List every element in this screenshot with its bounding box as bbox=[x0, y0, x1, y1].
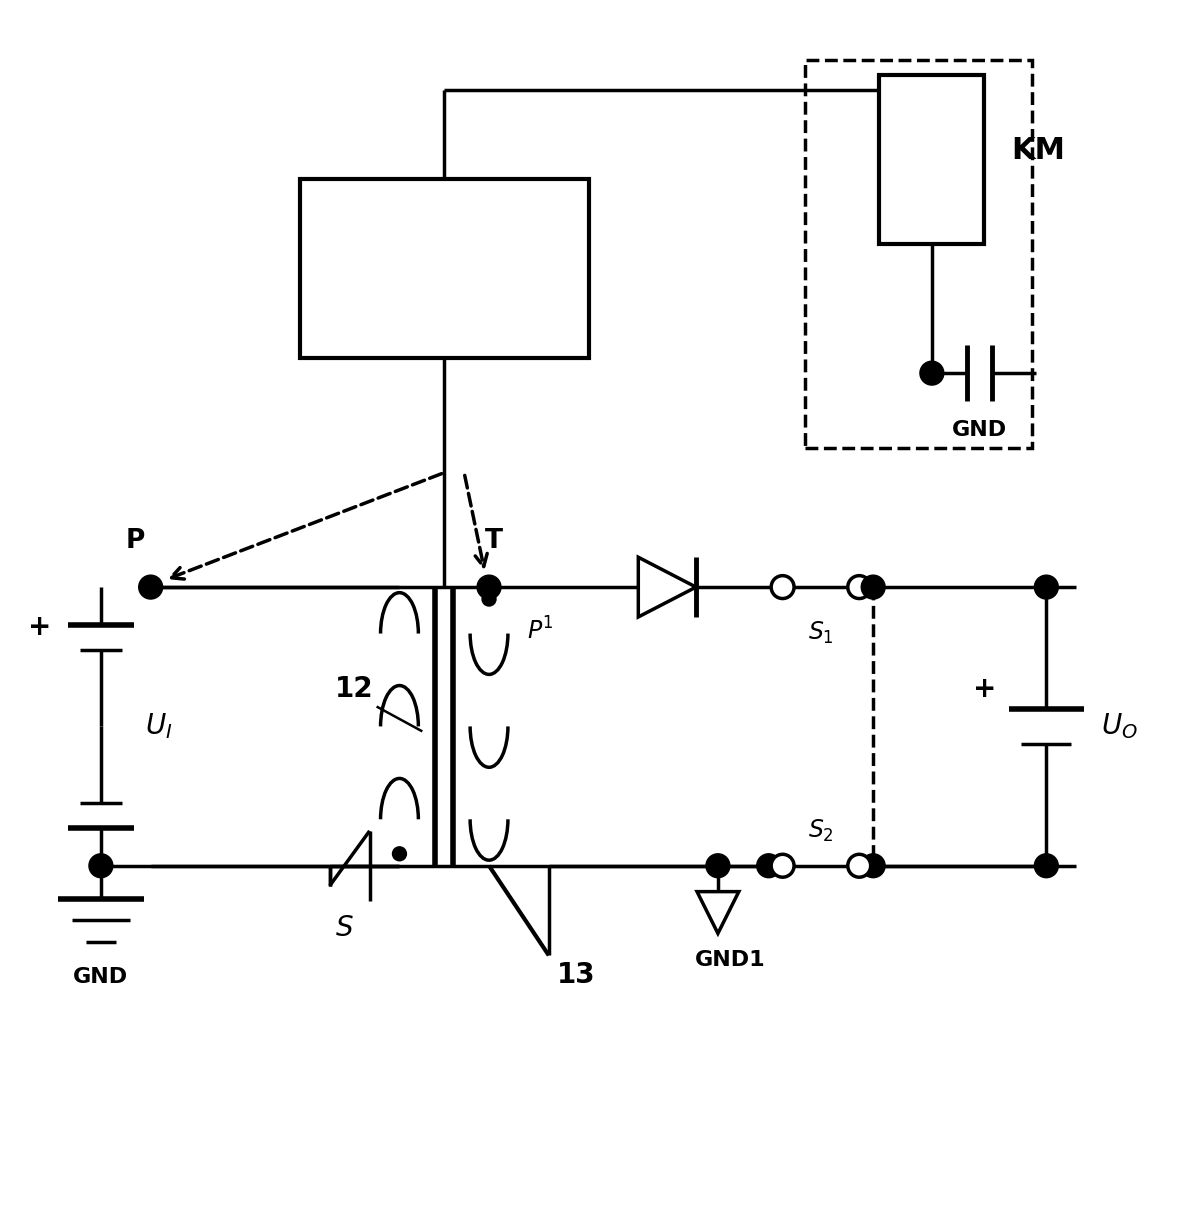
Circle shape bbox=[920, 362, 943, 385]
Circle shape bbox=[139, 575, 163, 599]
Text: $S_2$: $S_2$ bbox=[808, 818, 834, 844]
Text: 稳压电路: 稳压电路 bbox=[413, 228, 476, 255]
Text: +: + bbox=[28, 613, 51, 641]
Text: +: + bbox=[973, 675, 996, 703]
Circle shape bbox=[861, 853, 885, 878]
Text: $S$: $S$ bbox=[335, 913, 354, 942]
Text: KM: KM bbox=[1011, 136, 1065, 165]
Circle shape bbox=[757, 853, 780, 878]
Text: GND1: GND1 bbox=[694, 951, 765, 970]
Text: 13: 13 bbox=[558, 961, 596, 989]
Text: 12: 12 bbox=[335, 675, 373, 703]
Circle shape bbox=[482, 592, 496, 606]
Circle shape bbox=[847, 575, 870, 599]
Circle shape bbox=[847, 855, 870, 878]
FancyBboxPatch shape bbox=[879, 74, 984, 244]
Circle shape bbox=[1034, 575, 1058, 599]
FancyBboxPatch shape bbox=[300, 180, 589, 358]
Text: P: P bbox=[126, 528, 145, 555]
Text: 单元11: 单元11 bbox=[409, 295, 479, 320]
Circle shape bbox=[478, 575, 502, 599]
Polygon shape bbox=[697, 891, 739, 934]
Text: $P^1$: $P^1$ bbox=[527, 617, 554, 645]
Text: T: T bbox=[485, 528, 503, 555]
Circle shape bbox=[706, 853, 730, 878]
Text: $U_O$: $U_O$ bbox=[1101, 711, 1138, 742]
Circle shape bbox=[1034, 853, 1058, 878]
Text: $S_1$: $S_1$ bbox=[808, 620, 834, 646]
Polygon shape bbox=[638, 557, 695, 617]
Circle shape bbox=[89, 853, 113, 878]
Circle shape bbox=[393, 847, 407, 861]
Text: $U_I$: $U_I$ bbox=[145, 711, 172, 742]
Circle shape bbox=[771, 575, 794, 599]
Text: GND: GND bbox=[952, 420, 1007, 439]
Circle shape bbox=[771, 855, 794, 878]
Text: GND: GND bbox=[73, 968, 128, 987]
Circle shape bbox=[861, 575, 885, 599]
